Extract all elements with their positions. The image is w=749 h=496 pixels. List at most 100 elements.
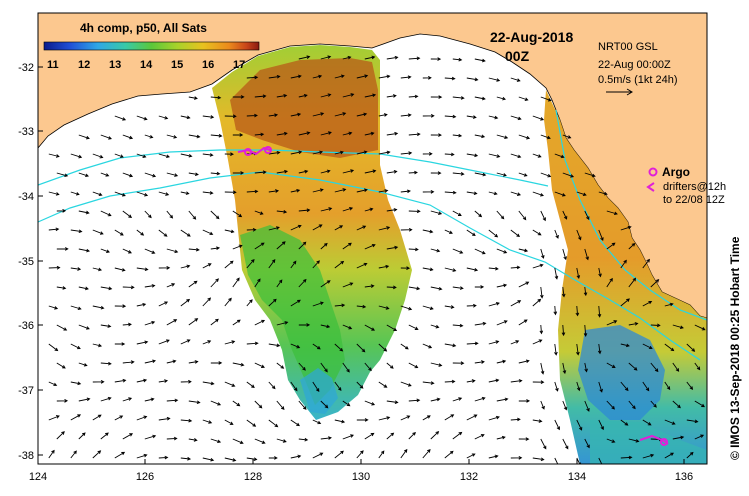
current-arrow [518,359,530,364]
current-arrow [400,343,409,350]
current-arrow [364,207,374,212]
current-arrow [606,400,615,410]
current-arrow [386,245,399,250]
current-arrow [56,209,67,213]
x-tick-label: 130 [352,471,370,483]
current-arrow [254,94,267,99]
current-arrow [268,150,281,155]
current-arrow [180,191,190,195]
current-arrow [540,286,544,299]
current-arrow [554,229,559,239]
current-arrow [474,285,485,289]
current-arrow [158,229,168,237]
current-arrow [312,150,324,155]
current-arrow [144,397,155,402]
current-arrow [276,400,285,411]
current-arrow [510,229,521,238]
current-arrow [518,210,527,221]
current-arrow [122,210,133,218]
current-arrow [246,457,258,462]
current-arrow [356,450,364,459]
current-arrow [320,280,331,288]
current-arrow [400,227,413,232]
current-arrow [144,134,154,139]
current-arrow [232,210,243,218]
current-arrow [540,134,551,140]
current-arrow [554,343,558,356]
composite-label: 4h comp, p50, All Sats [80,21,207,35]
current-arrow [56,431,65,440]
current-arrow [400,75,412,79]
current-arrow [430,286,443,291]
isobath-line [38,149,549,187]
current-arrow [334,74,345,79]
current-arrow [620,343,630,348]
current-arrow [408,362,419,369]
current-arrow [686,451,694,459]
current-arrow [562,438,569,450]
current-arrow [422,415,431,421]
current-arrow [100,286,113,291]
current-arrow [356,304,367,309]
current-arrow [598,381,603,393]
current-arrow [422,76,432,80]
current-arrow [452,323,464,328]
current-arrow [254,170,267,175]
current-arrow [642,419,652,426]
current-arrow [202,381,215,386]
current-arrow [158,115,169,120]
current-arrow [298,93,308,98]
current-arrow [180,379,192,384]
x-tick-label: 126 [136,471,154,483]
current-arrow [386,400,399,405]
current-arrow [408,324,419,330]
current-arrow [298,55,311,60]
current-arrow [364,93,377,98]
current-arrow [224,419,234,425]
current-arrow [496,210,505,220]
current-arrow [202,457,215,462]
current-arrow [518,437,530,441]
current-arrow [430,248,441,253]
current-arrow [408,247,419,252]
current-arrow [510,379,523,383]
current-arrow [584,438,590,449]
current-arrow [452,431,463,440]
current-arrow [378,189,389,193]
current-arrow [92,191,103,197]
current-arrow [598,267,602,278]
current-arrow [166,248,179,254]
current-arrow [510,417,521,422]
current-arrow [620,381,629,392]
current-arrow [276,321,289,326]
current-arrow [232,319,241,326]
current-arrow [554,457,559,464]
current-arrow [356,112,368,117]
current-arrow [422,267,434,272]
current-arrow [430,397,441,402]
current-arrow [452,172,465,176]
current-arrow [158,339,170,345]
current-arrow [48,191,60,196]
current-arrow [430,431,440,440]
current-arrow [430,324,440,329]
current-arrow [650,400,657,408]
drifters-label: drifters@12h [663,181,726,193]
current-arrow [56,399,69,403]
map-date: 22-Aug-2018 [490,29,573,45]
current-arrow [466,229,476,237]
current-arrow [334,150,344,155]
current-arrow [488,229,499,238]
current-arrow [290,343,301,349]
isobath-line-east [555,109,707,321]
current-arrow [202,115,215,119]
current-arrow [378,305,390,310]
current-arrow [664,302,674,307]
current-arrow [400,415,411,421]
current-arrow [254,278,261,288]
current-arrow [598,191,608,196]
current-arrow [422,190,435,194]
current-arrow [342,207,354,212]
current-arrow [56,247,69,251]
current-arrow [562,210,568,220]
